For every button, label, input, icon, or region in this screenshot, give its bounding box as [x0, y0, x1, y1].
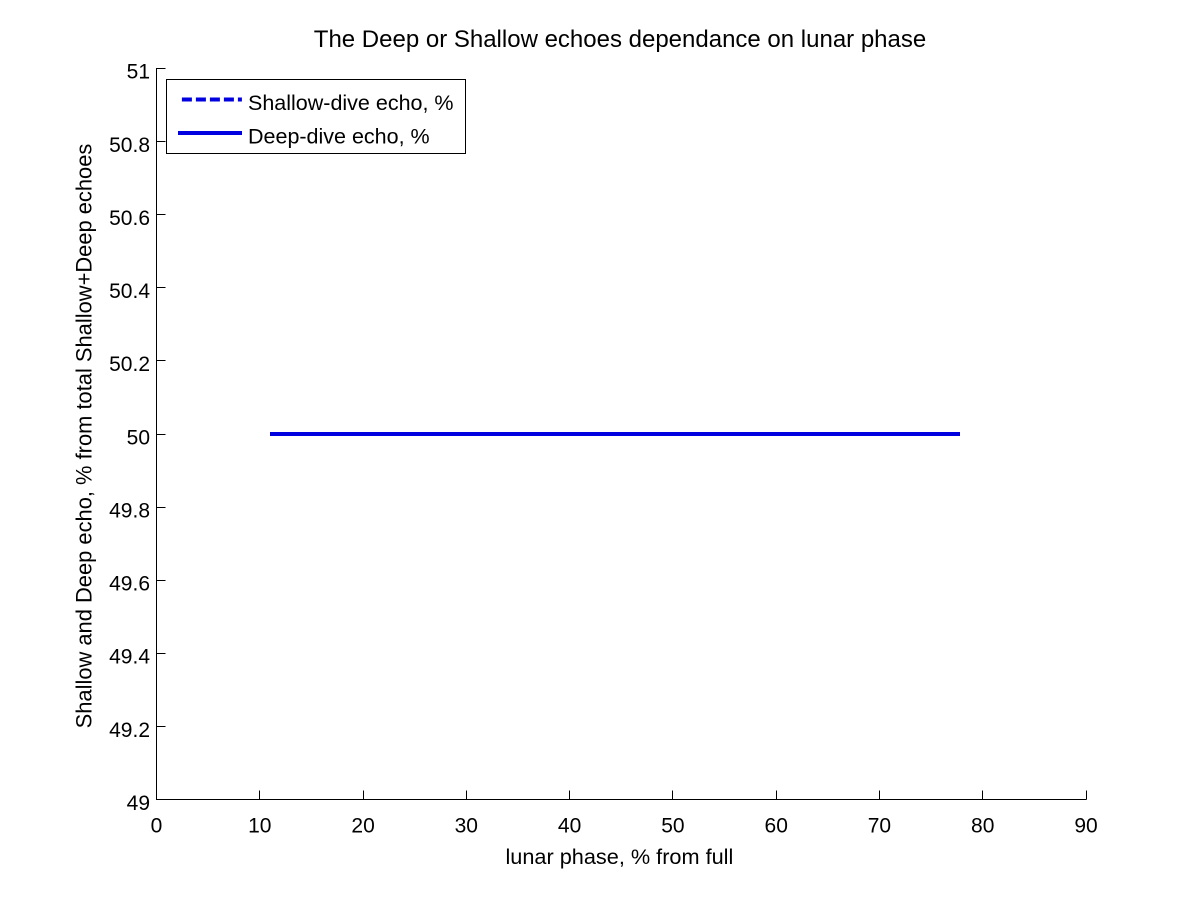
svg-text:Shallow-dive echo, %: Shallow-dive echo, %: [248, 91, 454, 115]
svg-text:Shallow and Deep echo, % from: Shallow and Deep echo, % from total Shal…: [72, 144, 97, 729]
svg-text:60: 60: [765, 815, 788, 838]
svg-text:50.2: 50.2: [109, 353, 150, 376]
svg-text:70: 70: [868, 815, 891, 838]
svg-text:49: 49: [127, 792, 150, 815]
svg-text:50.6: 50.6: [109, 207, 150, 230]
svg-text:49.4: 49.4: [109, 646, 150, 669]
svg-text:49.6: 49.6: [109, 573, 150, 596]
svg-text:51: 51: [127, 61, 150, 84]
svg-text:50.8: 50.8: [109, 134, 150, 157]
svg-text:50: 50: [127, 426, 150, 449]
svg-text:90: 90: [1074, 815, 1097, 838]
svg-text:49.8: 49.8: [109, 499, 150, 522]
svg-text:lunar phase, % from full: lunar phase, % from full: [505, 844, 733, 869]
svg-text:0: 0: [151, 815, 163, 838]
svg-text:20: 20: [351, 815, 374, 838]
svg-text:Deep-dive echo, %: Deep-dive echo, %: [248, 125, 430, 149]
svg-text:49.2: 49.2: [109, 719, 150, 742]
svg-text:10: 10: [248, 815, 271, 838]
svg-text:50.4: 50.4: [109, 280, 150, 303]
svg-text:50: 50: [661, 815, 684, 838]
svg-text:30: 30: [455, 815, 478, 838]
svg-text:The Deep or Shallow echoes dep: The Deep or Shallow echoes dependance on…: [314, 26, 926, 53]
svg-text:80: 80: [971, 815, 994, 838]
svg-text:40: 40: [558, 815, 581, 838]
